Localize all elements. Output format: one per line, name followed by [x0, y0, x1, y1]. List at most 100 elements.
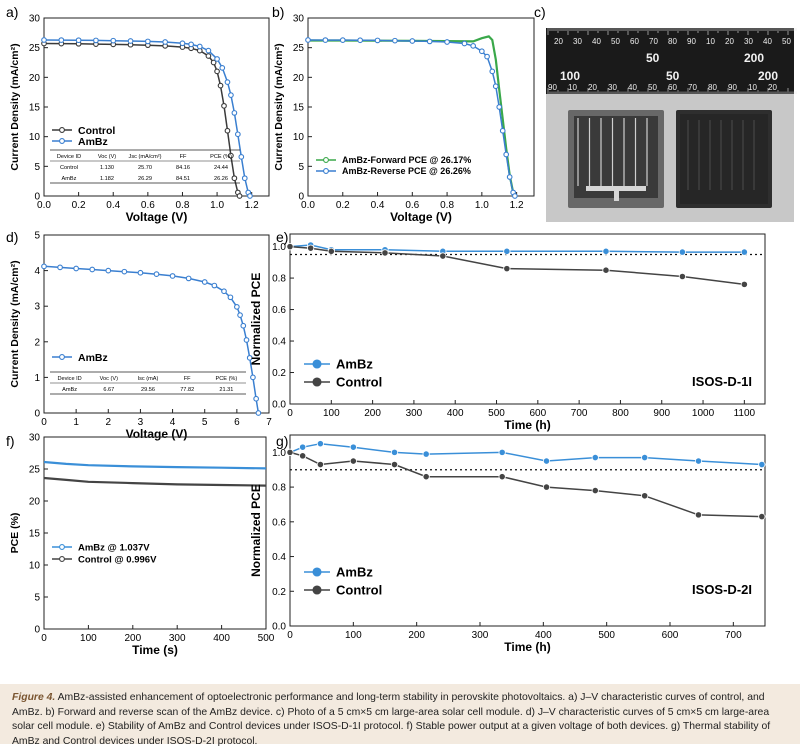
legend-marker-b — [323, 168, 329, 174]
figure-canvas: a)0.0 0.2 0.4 0.6 0.8 1.0 1.2051015202530Volta… — [6, 4, 797, 658]
y-tick-label-e: 0.4 — [272, 337, 286, 348]
data-point-d-0 — [137, 269, 144, 276]
data-point-b-1 — [489, 68, 496, 75]
caption-figure-number: Figure 4. — [12, 692, 56, 703]
x-tick-label-a: 0.0 — [37, 200, 51, 211]
data-point-g-1 — [390, 460, 399, 469]
x-tick-label-d: 5 — [202, 417, 208, 428]
x-tick-label-e: 800 — [612, 408, 629, 419]
x-tick-label-b: 0.0 — [301, 200, 315, 211]
data-point-e-0 — [602, 247, 610, 255]
data-point-g-0 — [591, 453, 599, 462]
data-point-a-0 — [228, 152, 234, 159]
legend-label-e: AmBz — [336, 357, 373, 372]
legend-marker-e — [312, 359, 322, 369]
data-point-a-1 — [41, 37, 47, 43]
x-tick-label-g: 200 — [408, 630, 425, 641]
ruler-number: 50 — [611, 37, 620, 46]
data-point-b-1 — [478, 48, 485, 55]
table-header-a: Jsc (mA/cm²) — [129, 154, 162, 160]
ruler-number: 40 — [592, 37, 601, 46]
data-point-a-1 — [219, 64, 226, 71]
y-axis-label-e: Normalized PCE — [249, 273, 263, 366]
y-tick-label-f: 25 — [29, 465, 41, 476]
x-tick-label-a: 1.2 — [245, 200, 259, 211]
x-tick-label-e: 900 — [653, 408, 670, 419]
data-point-g-0 — [390, 448, 399, 456]
y-axis-label-g: Normalized PCE — [249, 484, 263, 577]
data-point-a-1 — [196, 43, 203, 50]
y-tick-label-d: 5 — [34, 231, 40, 242]
ruler-number: 30 — [744, 37, 753, 46]
data-point-b-1 — [444, 39, 450, 45]
x-axis-label-b: Voltage (V) — [390, 210, 452, 224]
y-tick-label-g: 0.8 — [272, 483, 286, 494]
data-point-b-1 — [503, 151, 510, 158]
chart-a: a) 0.0 0.2 0.4 0.6 0.8 1.0 1.2 0 5 10 15 20 25 30 Volta… — [6, 4, 270, 224]
data-point-d-0 — [221, 288, 227, 295]
table-cell-a: 24.44 — [214, 165, 228, 171]
chart-g: g) 0 100 200 300 400 500 600 700 0.0 0.2 0.4 0.6 0.8 1… — [249, 433, 766, 654]
x-tick-label-g: 400 — [535, 630, 552, 641]
data-point-b-1 — [339, 37, 346, 43]
ruler-number: 40 — [628, 83, 637, 92]
data-point-d-0 — [73, 265, 79, 272]
x-axis-label-e: Time (h) — [504, 418, 550, 432]
series-line-f-1 — [43, 476, 267, 487]
chart-f: f) 0 100 200 300 400 500 0 5 10 15 20 25 30 Time (s) PC… — [6, 433, 275, 658]
y-tick-label-b: 5 — [298, 162, 304, 173]
data-point-a-1 — [205, 47, 212, 54]
data-point-a-0 — [224, 127, 231, 134]
data-point-d-0 — [105, 267, 112, 274]
series-line-a-0 — [43, 42, 241, 197]
data-point-g-1 — [758, 513, 766, 521]
data-point-d-0 — [253, 395, 259, 402]
table-cell-a: 26.26 — [214, 176, 228, 182]
table-cell-d: 29.56 — [141, 387, 155, 393]
table-cell-d: 77.82 — [180, 387, 194, 393]
y-tick-label-e: 0.8 — [272, 274, 286, 285]
data-point-e-0 — [503, 247, 511, 255]
ruler-big-number: 200 — [744, 51, 764, 65]
y-tick-label-b: 0 — [298, 192, 304, 203]
x-tick-label-e: 200 — [364, 408, 381, 419]
legend-label-b: AmBz-Forward PCE @ 26.17% — [342, 155, 471, 165]
data-point-a-1 — [93, 37, 99, 44]
data-point-g-1 — [694, 511, 703, 519]
y-tick-label-f: 5 — [34, 593, 40, 604]
x-tick-label-a: 1.0 — [210, 200, 224, 211]
x-tick-label-f: 0 — [41, 633, 47, 644]
data-point-d-0 — [250, 374, 256, 381]
ruler-number: 10 — [568, 83, 577, 92]
ruler-number: 70 — [688, 83, 697, 92]
data-point-e-1 — [678, 272, 686, 281]
data-point-g-1 — [498, 473, 506, 481]
panel-label-c: c) — [534, 4, 546, 20]
y-tick-label-e: 1.0 — [272, 242, 286, 253]
legend-marker-a — [59, 138, 65, 144]
module-left-active-area — [574, 116, 658, 198]
y-tick-label-a: 10 — [29, 132, 41, 143]
ruler-number: 20 — [554, 37, 563, 46]
legend-label-a: Control — [78, 125, 115, 137]
ruler-number: 10 — [706, 37, 715, 46]
data-point-d-0 — [234, 304, 240, 310]
data-point-e-0 — [678, 248, 686, 256]
protocol-annotation-e: ISOS-D-1I — [692, 374, 752, 389]
data-point-a-1 — [110, 37, 117, 44]
data-point-g-1 — [286, 448, 294, 456]
data-point-d-0 — [240, 322, 247, 329]
ruler-number: 90 — [687, 37, 696, 46]
series-line-e-0 — [289, 244, 745, 253]
ruler-big-number: 100 — [560, 69, 580, 83]
data-point-g-0 — [316, 440, 324, 448]
y-tick-label-f: 30 — [29, 433, 41, 444]
x-tick-label-a: 0.4 — [106, 200, 120, 211]
data-point-a-0 — [236, 193, 243, 199]
y-tick-label-a: 15 — [29, 103, 41, 114]
table-cell-a: 1.182 — [100, 176, 114, 182]
data-point-e-1 — [307, 244, 315, 252]
table-cell-a: 25.70 — [138, 165, 152, 171]
legend-marker-g — [312, 585, 322, 595]
ruler-number: 90 — [548, 83, 557, 92]
